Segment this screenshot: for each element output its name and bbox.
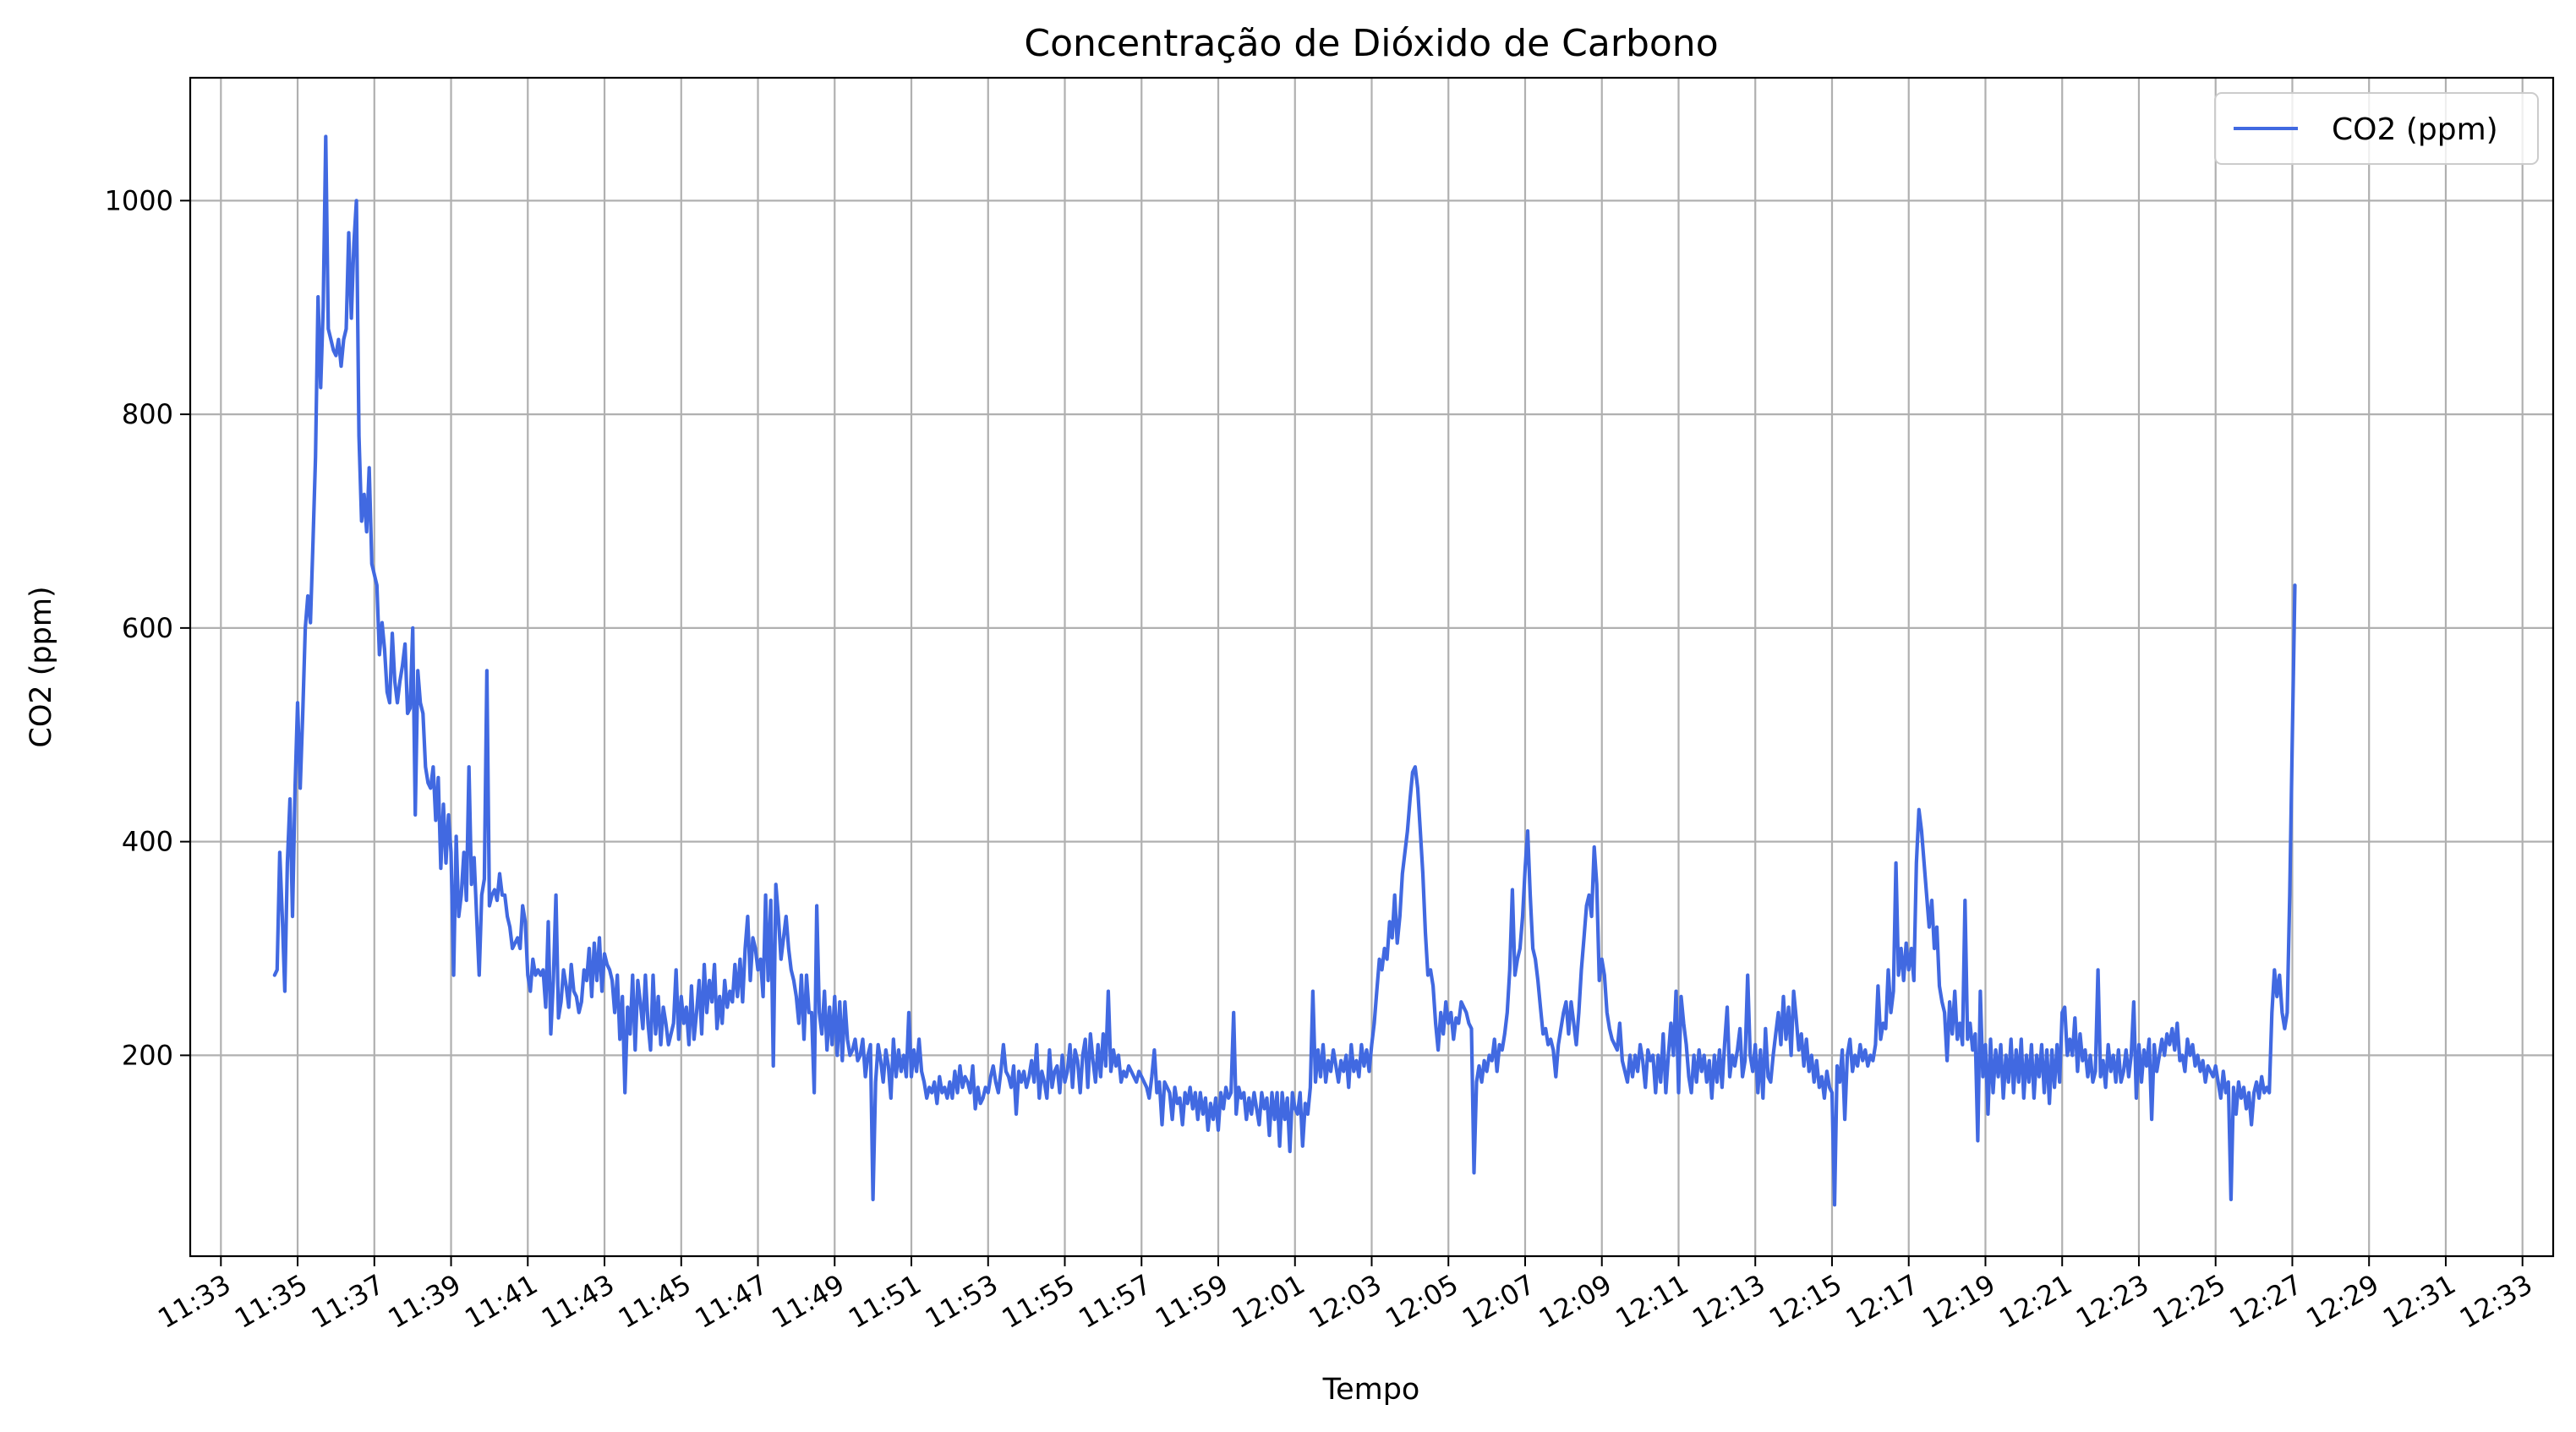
y-axis-label: CO2 (ppm) [25, 586, 58, 747]
legend: CO2 (ppm) [2214, 92, 2539, 165]
series-line-co2 [272, 134, 2297, 1207]
chart-title: Concentração de Dióxido de Carbono [1024, 22, 1718, 65]
y-tick-label-400: 400 [122, 826, 173, 858]
legend-label: CO2 (ppm) [2332, 112, 2498, 147]
axis-ticks: 200400600800100011:3311:3511:3711:3911:4… [105, 184, 2538, 1335]
y-tick-label-600: 600 [122, 612, 173, 644]
y-tick-label-800: 800 [122, 398, 173, 430]
legend-box [2214, 92, 2539, 165]
x-axis-label: Tempo [1322, 1373, 1420, 1407]
y-tick-label-200: 200 [122, 1039, 173, 1071]
series-layer [272, 134, 2297, 1207]
plot-area-frame [189, 76, 2555, 1258]
y-tick-label-1000: 1000 [105, 184, 173, 216]
